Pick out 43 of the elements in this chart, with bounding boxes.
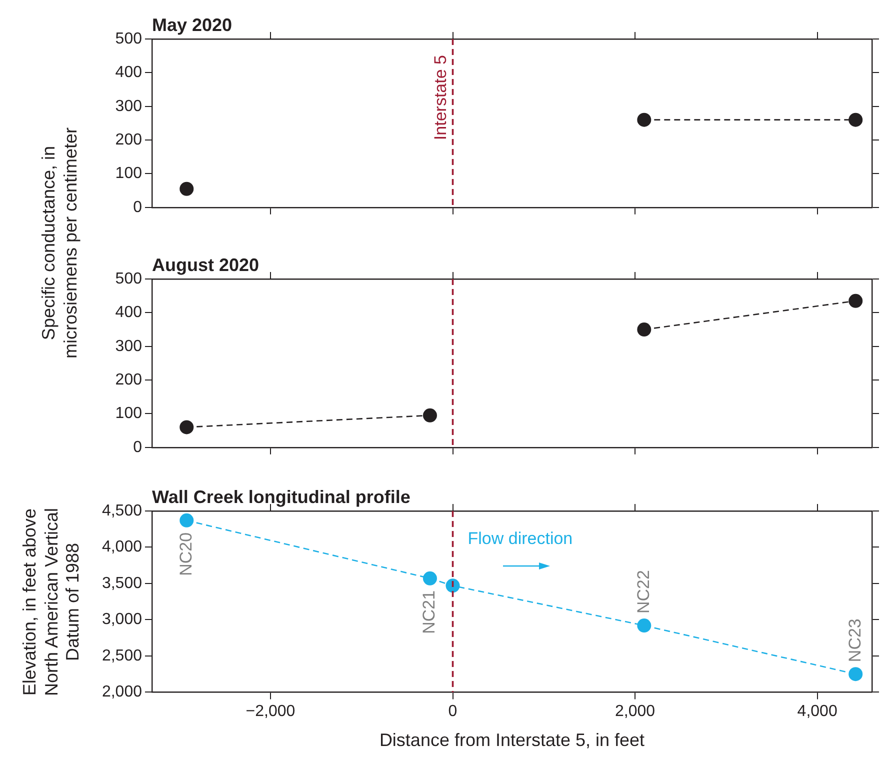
- x-tick-label: 0: [448, 703, 458, 720]
- y-tick-label: 4,500: [102, 502, 142, 520]
- annotation: NC21: [420, 590, 439, 634]
- y-tick-label: 3,000: [102, 611, 142, 628]
- y-tick-label: 2,000: [102, 684, 142, 701]
- point: [848, 294, 863, 308]
- x-axis-title: Distance from Interstate 5, in feet: [379, 730, 645, 750]
- point: [848, 667, 863, 682]
- y-tick-label: 200: [115, 131, 142, 148]
- y-tick-label: 100: [115, 405, 142, 422]
- chart-title: Wall Creek longitudinal profile: [152, 486, 410, 507]
- chart-title: August 2020: [152, 254, 260, 275]
- x-tick-label: 2,000: [615, 703, 656, 720]
- y-tick-label: 400: [115, 64, 142, 82]
- point: [180, 513, 194, 528]
- y-tick-label: 0: [133, 198, 142, 216]
- ref-line-label: Interstate 5: [430, 55, 450, 140]
- chart-title: May 2020: [152, 14, 232, 35]
- y-tick-label: 0: [133, 438, 142, 456]
- y-tick-label: 300: [115, 338, 142, 355]
- point: [446, 578, 460, 593]
- y-tick-label: 3,500: [102, 574, 142, 592]
- y-tick-label: 500: [115, 270, 142, 288]
- y-tick-label: 200: [115, 371, 142, 388]
- x-tick-label: −2,000: [246, 703, 296, 720]
- annotation: NC23: [845, 618, 864, 662]
- y-tick-label: 4,000: [102, 538, 142, 556]
- y-tick-label: 100: [115, 165, 142, 182]
- y-tick-label: 300: [115, 98, 142, 115]
- point: [422, 408, 437, 422]
- annotation: NC22: [634, 570, 653, 614]
- point: [180, 420, 194, 434]
- y-tick-label: 2,500: [102, 647, 142, 664]
- point: [637, 322, 652, 337]
- y-axis-title: Elevation, in feet above North American Vertical Datum of 1988: [20, 506, 84, 698]
- y-tick-label: 500: [115, 30, 142, 48]
- annotation: NC20: [176, 532, 196, 576]
- point: [637, 618, 652, 633]
- y-axis-title: Specific conductance, in microsiemens per centimeter: [38, 126, 82, 361]
- point: [422, 571, 437, 586]
- annotation: Flow direction: [468, 529, 573, 548]
- x-tick-label: 4,000: [797, 703, 838, 720]
- y-tick-label: 400: [115, 304, 142, 322]
